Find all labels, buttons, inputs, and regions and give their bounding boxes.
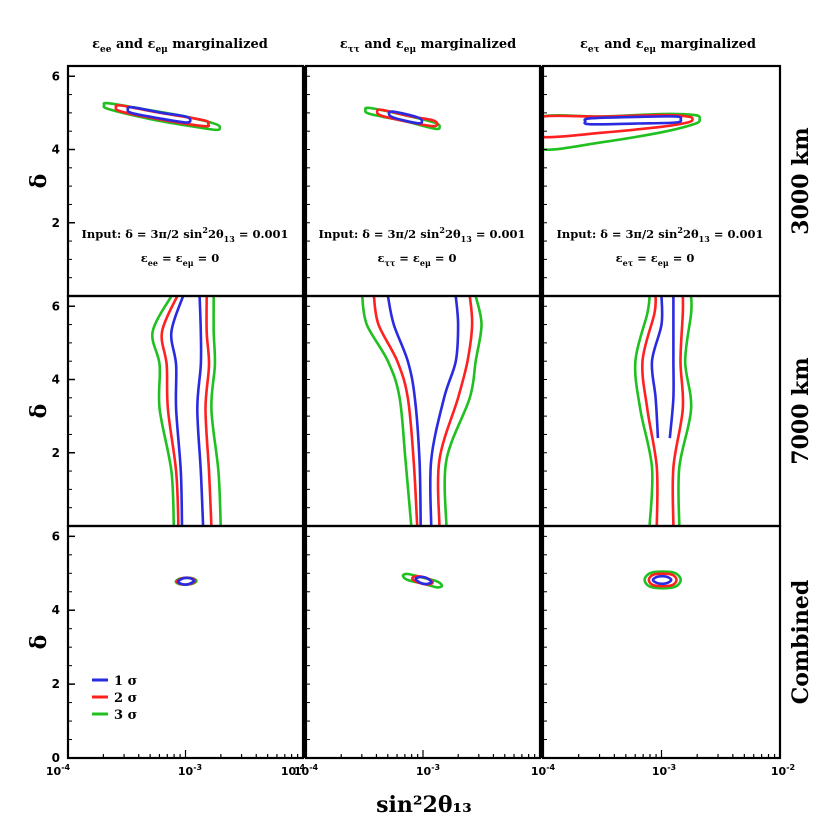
y-tick-label: 0 xyxy=(52,751,60,765)
panel-2-0-frame xyxy=(66,524,305,760)
y-tick-label: 6 xyxy=(52,69,60,83)
y-axis-label: δ xyxy=(26,635,52,650)
legend-label: 3 σ xyxy=(114,708,137,723)
contour-3sigma-left xyxy=(360,296,413,526)
x-axis-label: sin²2θ₁₃ xyxy=(376,792,472,818)
contour-2sigma-left xyxy=(160,296,180,526)
panel-0-0-contours xyxy=(102,101,222,132)
y-axis-label: δ xyxy=(26,404,52,419)
y-tick-label: 4 xyxy=(52,603,60,617)
y-tick-label: 6 xyxy=(52,529,60,543)
contour-2sigma xyxy=(647,572,678,588)
x-tick-label: 10-3 xyxy=(416,763,440,778)
input-annotation: Input: δ = 3π/2 sin22θ13 = 0.001 xyxy=(319,225,526,244)
x-tick-label: 10-3 xyxy=(178,763,202,778)
contour-1sigma xyxy=(387,110,424,125)
input-annotation: Input: δ = 3π/2 sin22θ13 = 0.001 xyxy=(557,225,764,244)
panel-1-1-contours xyxy=(360,296,483,526)
x-tick-label: 10-2 xyxy=(771,763,795,778)
panel-1-0-contours xyxy=(150,296,222,526)
x-tick-label: 10-4 xyxy=(281,763,306,778)
contour-2sigma-right xyxy=(671,296,685,526)
input-epsilon-annotation: εeτ = εeμ = 0 xyxy=(616,251,695,268)
y-tick-label: 2 xyxy=(52,216,60,230)
contour-3sigma-right xyxy=(443,296,483,526)
contour-1sigma-right xyxy=(196,296,205,526)
panel-2-2-contours xyxy=(643,570,682,590)
contour-3sigma xyxy=(401,572,444,589)
y-tick-label: 4 xyxy=(52,143,60,157)
contour-1sigma-left xyxy=(650,296,664,439)
input-epsilon-annotation: εττ = εeμ = 0 xyxy=(377,251,456,268)
panel-1-0-frame xyxy=(66,294,305,528)
y-tick-label: 4 xyxy=(52,373,60,387)
y-tick-label: 6 xyxy=(52,299,60,313)
row-label: 7000 km xyxy=(788,357,814,464)
panel-2-1-frame xyxy=(304,524,542,760)
contour-2sigma-right xyxy=(204,296,213,526)
panel-2-1-contours xyxy=(401,572,444,589)
contour-1sigma-left xyxy=(169,296,185,526)
x-tick-label: 10-4 xyxy=(531,763,556,778)
contour-1sigma xyxy=(651,574,673,585)
contour-1sigma-right xyxy=(428,296,460,526)
column-title: εττ and εeμ marginalized xyxy=(340,37,516,55)
x-tick-label: 10-4 xyxy=(46,763,71,778)
contour-2sigma-left xyxy=(640,296,659,526)
panel-2-0-contours xyxy=(174,576,198,586)
panel-0-2-contours xyxy=(543,112,702,152)
y-axis-label: δ xyxy=(26,174,52,189)
panel-0-1-contours xyxy=(363,106,441,131)
contour-2sigma-right xyxy=(436,296,474,526)
x-tick-label: 10-3 xyxy=(652,763,676,778)
column-title: εee and εeμ marginalized xyxy=(92,37,268,55)
contour-1sigma xyxy=(414,575,433,586)
panel-1-1-frame xyxy=(304,294,542,528)
contour-3sigma-right xyxy=(677,296,693,526)
y-tick-label: 2 xyxy=(52,446,60,460)
input-epsilon-annotation: εee = εeμ = 0 xyxy=(141,251,219,268)
x-tick-label: 10-4 xyxy=(294,763,319,778)
contour-1sigma xyxy=(126,105,192,124)
column-title: εeτ and εeμ marginalized xyxy=(580,37,756,55)
contour-1sigma xyxy=(583,115,683,126)
legend-label: 1 σ xyxy=(114,674,137,689)
contour-3sigma-right xyxy=(210,296,222,526)
row-label: Combined xyxy=(788,580,814,705)
contour-3sigma-left xyxy=(150,296,176,526)
contour-3sigma xyxy=(643,570,682,590)
panel-2-2-frame xyxy=(541,524,782,760)
contour-1sigma xyxy=(176,576,196,586)
input-annotation: Input: δ = 3π/2 sin22θ13 = 0.001 xyxy=(82,225,289,244)
contour-1sigma-left xyxy=(386,296,422,526)
y-tick-label: 2 xyxy=(52,677,60,691)
contour-2sigma xyxy=(543,113,694,139)
contour-1sigma-right xyxy=(668,296,675,439)
panel-1-2-contours xyxy=(633,296,693,526)
contour-2sigma-left xyxy=(372,296,419,526)
contour-3sigma-left xyxy=(633,296,654,526)
row-label: 3000 km xyxy=(788,127,814,234)
legend-label: 2 σ xyxy=(114,691,137,706)
